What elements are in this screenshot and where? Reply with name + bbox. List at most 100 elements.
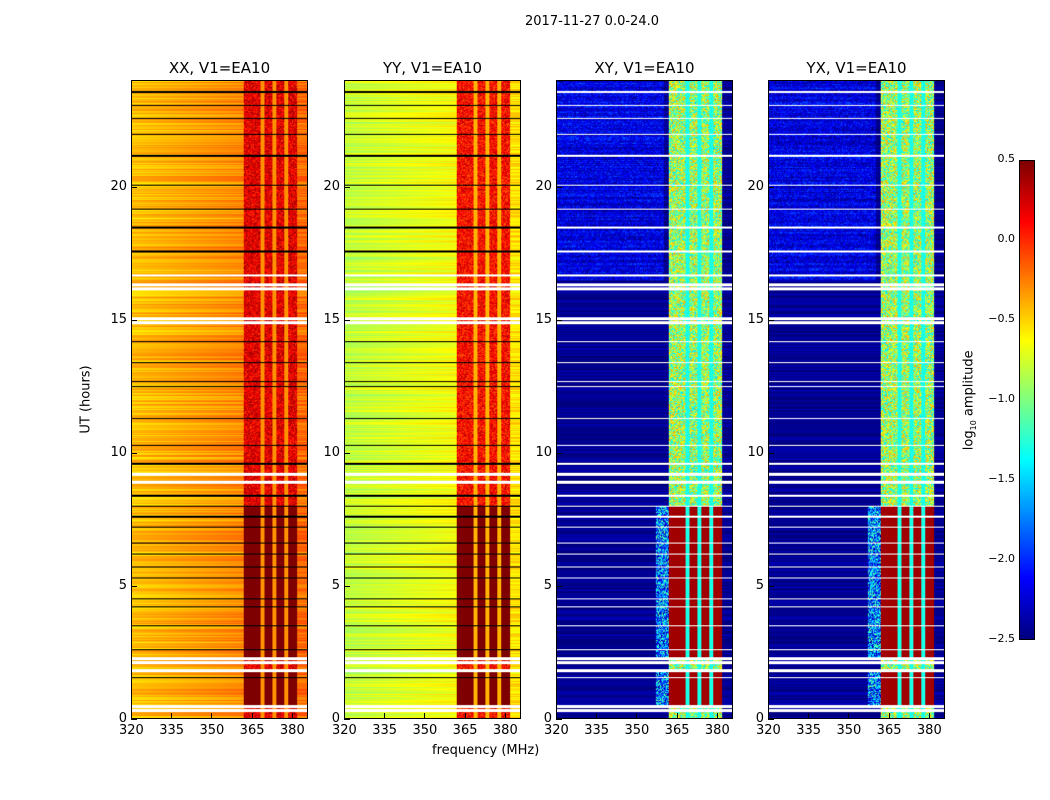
x-tick-label: 380 xyxy=(492,723,518,738)
y-tick-label: 0 xyxy=(331,711,340,726)
x-tick-label: 320 xyxy=(119,723,144,738)
y-tick-mark xyxy=(556,585,562,587)
colorbar-tick-label: −1.0 xyxy=(988,392,1015,405)
x-tick-label: 365 xyxy=(452,723,478,738)
y-tick-mark xyxy=(344,319,350,321)
x-tick-mark xyxy=(384,713,386,719)
y-tick-mark xyxy=(768,719,774,720)
colorbar xyxy=(1019,160,1035,640)
x-tick-mark xyxy=(291,713,293,719)
x-tick-mark xyxy=(928,713,930,719)
x-tick-label: 365 xyxy=(664,723,690,738)
y-tick-label: 0 xyxy=(755,711,764,726)
x-tick-label: 335 xyxy=(796,723,822,738)
colorbar-label-main: log xyxy=(961,430,977,451)
x-tick-mark xyxy=(596,713,598,719)
colorbar-label-sub: 10 xyxy=(969,420,979,431)
x-tick-label: 335 xyxy=(159,723,185,738)
colorbar-tick-label: −2.0 xyxy=(988,552,1015,565)
x-tick-mark xyxy=(424,713,426,719)
y-tick-mark xyxy=(131,319,137,321)
x-tick-label: 350 xyxy=(199,723,225,738)
y-tick-label: 20 xyxy=(747,178,764,194)
y-tick-label: 5 xyxy=(755,577,764,593)
x-tick-label: 320 xyxy=(332,723,357,738)
y-tick-label: 10 xyxy=(535,444,552,460)
y-tick-label: 20 xyxy=(323,178,340,194)
y-tick-label: 10 xyxy=(110,444,127,460)
x-tick-mark xyxy=(211,713,213,719)
x-tick-label: 350 xyxy=(412,723,438,738)
y-tick-label: 5 xyxy=(331,577,340,593)
heatmap-panel xyxy=(768,80,945,719)
x-tick-mark xyxy=(888,713,890,719)
x-tick-label: 320 xyxy=(756,723,781,738)
heatmap-cells xyxy=(345,81,520,718)
y-tick-label: 15 xyxy=(110,311,127,327)
x-tick-mark xyxy=(131,713,132,719)
x-tick-label: 380 xyxy=(704,723,730,738)
y-tick-mark xyxy=(768,186,774,188)
y-tick-mark xyxy=(131,452,137,454)
y-tick-mark xyxy=(556,186,562,188)
x-tick-mark xyxy=(716,713,718,719)
y-tick-mark xyxy=(768,319,774,321)
y-tick-label: 5 xyxy=(543,577,552,593)
x-tick-label: 320 xyxy=(544,723,569,738)
x-tick-label: 350 xyxy=(836,723,862,738)
colorbar-label-rest: amplitude xyxy=(961,350,977,421)
x-tick-mark xyxy=(251,713,253,719)
figure-title: 2017-11-27 0.0-24.0 xyxy=(525,14,659,29)
y-tick-mark xyxy=(768,585,774,587)
x-tick-mark xyxy=(808,713,810,719)
y-tick-label: 5 xyxy=(118,577,127,593)
y-axis-label: UT (hours) xyxy=(78,365,94,434)
y-tick-label: 0 xyxy=(118,711,127,726)
x-tick-mark xyxy=(676,713,678,719)
y-tick-mark xyxy=(131,719,137,720)
y-tick-mark xyxy=(344,186,350,188)
x-tick-mark xyxy=(636,713,638,719)
y-tick-mark xyxy=(556,719,562,720)
x-tick-label: 365 xyxy=(876,723,902,738)
colorbar-tick-label: 0.5 xyxy=(997,152,1016,165)
y-tick-mark xyxy=(131,585,137,587)
y-tick-mark xyxy=(344,585,350,587)
colorbar-tick-label: 0.0 xyxy=(997,232,1016,245)
colorbar-tick-label: −0.5 xyxy=(988,312,1015,325)
y-tick-label: 20 xyxy=(535,178,552,194)
x-tick-label: 350 xyxy=(624,723,650,738)
x-tick-label: 335 xyxy=(372,723,398,738)
x-tick-mark xyxy=(464,713,466,719)
panel-title: XX, V1=EA10 xyxy=(168,59,271,77)
x-tick-mark xyxy=(556,713,557,719)
colorbar-tick-label: −2.5 xyxy=(988,632,1015,645)
x-axis-label: frequency (MHz) xyxy=(432,743,540,758)
x-tick-mark xyxy=(344,713,345,719)
panel-title: XY, V1=EA10 xyxy=(594,59,695,77)
heatmap-cells xyxy=(132,81,307,718)
heatmap-cells xyxy=(557,81,732,718)
x-tick-mark xyxy=(768,713,769,719)
y-tick-mark xyxy=(556,452,562,454)
heatmap-cells xyxy=(769,81,944,718)
y-tick-label: 10 xyxy=(323,444,340,460)
heatmap-panel xyxy=(131,80,308,719)
y-tick-mark xyxy=(768,452,774,454)
y-tick-mark xyxy=(344,452,350,454)
y-tick-mark xyxy=(344,719,350,720)
x-tick-mark xyxy=(171,713,173,719)
y-tick-mark xyxy=(556,319,562,321)
panel-title: YY, V1=EA10 xyxy=(382,59,483,77)
heatmap-panel xyxy=(344,80,521,719)
y-tick-mark xyxy=(131,186,137,188)
x-tick-label: 335 xyxy=(584,723,610,738)
y-tick-label: 10 xyxy=(747,444,764,460)
x-tick-mark xyxy=(848,713,850,719)
x-tick-mark xyxy=(504,713,506,719)
colorbar-tick-label: −1.5 xyxy=(988,472,1015,485)
x-tick-label: 380 xyxy=(916,723,942,738)
x-tick-label: 365 xyxy=(239,723,265,738)
heatmap-panel xyxy=(556,80,733,719)
